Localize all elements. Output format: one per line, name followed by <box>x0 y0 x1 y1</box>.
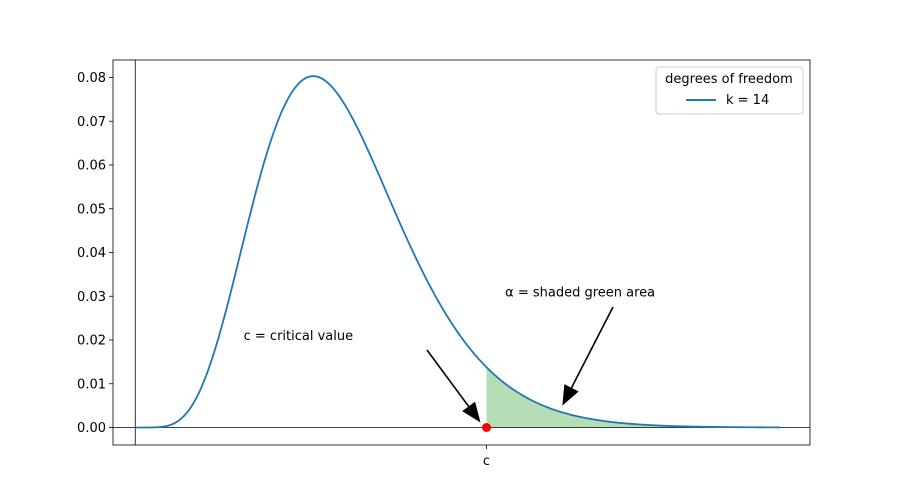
y-tick-label: 0.01 <box>77 377 106 392</box>
y-tick-label: 0.00 <box>77 421 106 436</box>
y-tick-label: 0.05 <box>77 202 106 217</box>
arrow-critical-value-shaft <box>426 349 470 407</box>
legend-entry-label: k = 14 <box>726 93 769 108</box>
annotations: c = critical value α = shaded green area <box>244 285 655 423</box>
arrow-shaded-area-head <box>562 384 579 406</box>
critical-point-marker <box>481 423 491 432</box>
y-tick-label: 0.03 <box>77 290 106 305</box>
x-tick-label: c <box>483 454 490 469</box>
annotation-shaded-area: α = shaded green area <box>505 285 655 300</box>
shaded-alpha-area <box>486 367 781 428</box>
y-tick-label: 0.08 <box>77 71 106 86</box>
arrow-shaded-area-shaft <box>570 306 614 389</box>
arrow-critical-value-head <box>462 401 481 423</box>
y-tick-label: 0.06 <box>77 159 106 174</box>
axes: 0.00 0.01 0.02 0.03 0.04 0.05 0.06 0.07 0.08 c <box>77 59 811 469</box>
y-tick-label: 0.02 <box>77 334 106 349</box>
plot-frame <box>112 59 811 446</box>
plot-area <box>113 60 810 445</box>
annotation-critical-value: c = critical value <box>244 329 353 344</box>
y-tick-label: 0.07 <box>77 115 106 130</box>
legend-title: degrees of freedom <box>665 72 793 87</box>
legend-box <box>655 66 804 115</box>
legend: degrees of freedom k = 14 <box>655 66 804 115</box>
series-line-k14 <box>135 75 781 429</box>
y-tick-label: 0.04 <box>77 246 106 261</box>
